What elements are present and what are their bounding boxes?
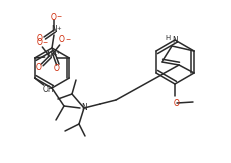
Text: O: O xyxy=(173,98,179,108)
Text: N: N xyxy=(50,50,55,59)
Text: −: − xyxy=(43,39,48,44)
Text: −: − xyxy=(56,14,61,18)
Text: O: O xyxy=(51,13,57,22)
Text: N: N xyxy=(46,52,52,60)
Text: O: O xyxy=(54,65,59,74)
Text: O: O xyxy=(35,64,41,73)
Text: O: O xyxy=(36,38,42,47)
Text: +: + xyxy=(56,27,61,31)
Text: N: N xyxy=(81,104,86,112)
Text: OH: OH xyxy=(43,86,54,95)
Text: H: H xyxy=(165,35,170,41)
Text: +: + xyxy=(55,51,60,55)
Text: O: O xyxy=(37,35,43,44)
Text: −: − xyxy=(65,37,70,42)
Text: +: + xyxy=(52,52,56,58)
Text: O: O xyxy=(58,36,64,44)
Text: N: N xyxy=(51,25,57,35)
Text: N: N xyxy=(171,37,177,45)
